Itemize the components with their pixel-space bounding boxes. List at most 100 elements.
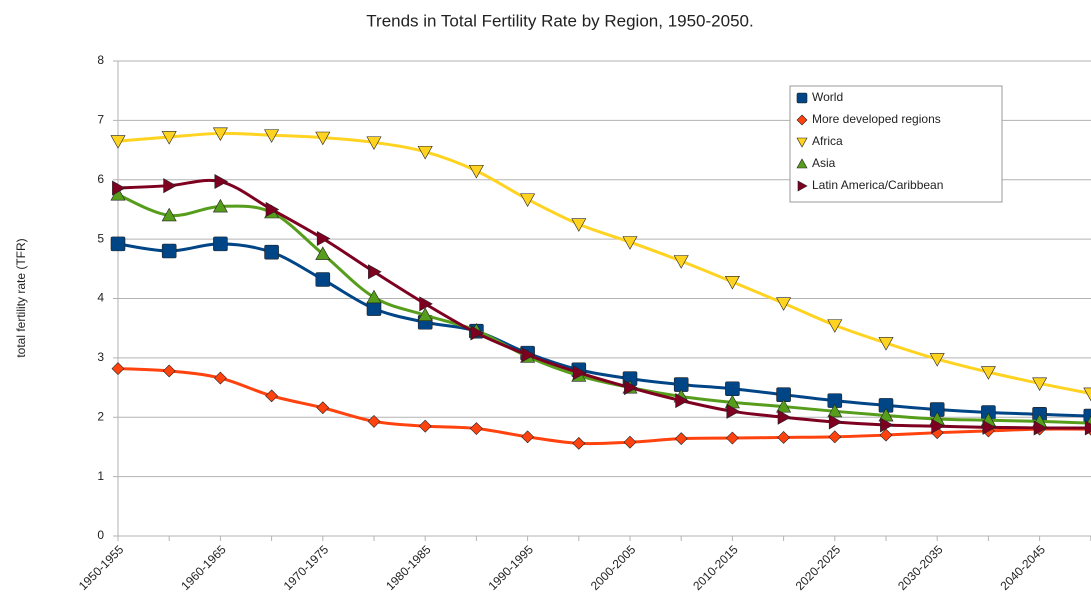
marker: [982, 419, 997, 435]
marker: [725, 381, 740, 397]
marker: [316, 401, 330, 415]
x-tick-label: 1990-1995: [485, 542, 536, 593]
marker: [521, 347, 536, 363]
marker: [315, 272, 331, 287]
marker: [315, 246, 331, 260]
legend-marker: [796, 92, 808, 104]
marker: [624, 380, 638, 396]
legend-marker: [797, 180, 808, 192]
marker: [520, 193, 536, 207]
marker: [827, 403, 843, 418]
marker: [366, 289, 382, 304]
marker: [315, 131, 331, 146]
legend: World More developed regions Africa Asia Lat…: [789, 85, 1003, 203]
marker: [674, 432, 688, 446]
chart-title: Trends in Total Fertility Rate by Region…: [366, 11, 753, 30]
marker: [1083, 387, 1091, 402]
x-tick-label: 1980-1985: [383, 542, 434, 593]
x-tick-label: 2000-2005: [588, 542, 639, 593]
marker: [623, 435, 637, 449]
marker: [724, 275, 740, 290]
marker: [162, 364, 176, 378]
marker: [212, 127, 228, 142]
marker: [777, 431, 791, 444]
marker: [163, 178, 177, 194]
y-tick-label: 8: [97, 53, 104, 67]
marker: [265, 389, 279, 403]
marker: [417, 307, 433, 322]
legend-label: Africa: [812, 134, 843, 148]
marker: [366, 136, 382, 150]
x-tick-label: 2030-2035: [895, 542, 946, 593]
marker: [673, 255, 689, 269]
y-axis-label: total fertility rate (TFR): [14, 238, 28, 357]
marker: [1084, 420, 1091, 436]
marker: [675, 393, 689, 409]
marker: [521, 430, 535, 444]
marker: [110, 135, 126, 149]
marker: [161, 207, 177, 222]
legend-marker: [796, 158, 808, 169]
marker: [571, 218, 587, 232]
marker: [929, 353, 945, 367]
y-tick-label: 5: [97, 231, 104, 245]
marker: [213, 236, 228, 252]
marker: [777, 409, 792, 425]
marker: [367, 414, 381, 428]
legend-marker: [796, 114, 808, 126]
marker: [1033, 420, 1048, 436]
marker: [828, 430, 842, 444]
marker: [161, 243, 177, 259]
marker: [776, 297, 792, 311]
marker: [879, 428, 893, 442]
marker: [469, 422, 483, 435]
legend-label: World: [812, 90, 843, 104]
x-tick-label: 2040-2045: [997, 542, 1048, 593]
x-tick-label: 1960-1965: [178, 542, 229, 593]
y-tick-label: 4: [97, 291, 104, 305]
marker: [1032, 377, 1048, 392]
marker: [316, 231, 331, 247]
line: [117, 242, 1091, 418]
line: [117, 178, 1091, 430]
marker: [264, 129, 280, 143]
marker: [622, 236, 638, 250]
marker: [264, 244, 279, 260]
legend-label: Asia: [812, 156, 836, 170]
marker: [214, 174, 229, 190]
marker: [213, 371, 227, 385]
y-tick-label: 3: [97, 350, 104, 364]
legend-label: More developed regions: [812, 112, 941, 126]
marker: [418, 419, 432, 433]
marker: [419, 296, 433, 312]
y-tick-label: 6: [97, 172, 104, 186]
marker: [827, 319, 843, 333]
marker: [725, 431, 739, 445]
marker: [470, 325, 485, 341]
marker: [980, 366, 996, 380]
marker: [111, 362, 125, 375]
y-tick-label: 0: [97, 528, 104, 542]
line: [117, 193, 1091, 425]
marker: [265, 201, 280, 217]
marker: [468, 164, 484, 179]
marker: [161, 131, 177, 145]
marker: [880, 417, 894, 433]
marker: [776, 398, 792, 413]
marker: [572, 365, 587, 381]
marker: [726, 403, 741, 419]
y-tick-label: 1: [97, 469, 104, 483]
marker: [110, 236, 126, 252]
marker: [572, 436, 586, 450]
marker: [828, 414, 843, 430]
marker: [112, 180, 126, 196]
y-tick-label: 7: [97, 113, 104, 127]
x-tick-label: 2010-2015: [690, 542, 741, 593]
x-tick-label: 1970-1975: [281, 542, 332, 593]
marker: [931, 418, 945, 434]
marker: [212, 198, 228, 213]
legend-box: [789, 85, 1003, 203]
x-tick-label: 2020-2025: [793, 542, 844, 593]
marker: [878, 337, 894, 351]
